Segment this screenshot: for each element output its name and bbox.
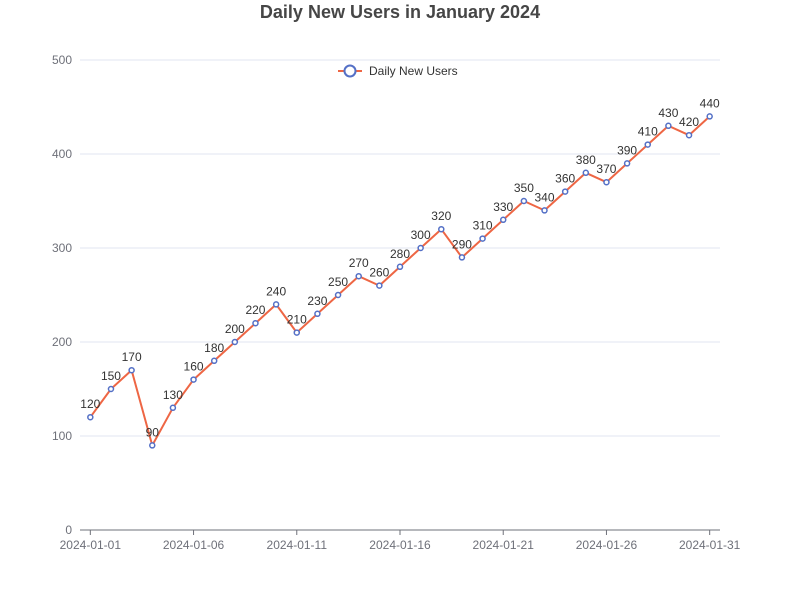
data-point[interactable] — [376, 282, 383, 289]
data-point[interactable] — [582, 169, 590, 177]
data-point[interactable] — [644, 141, 651, 148]
data-point[interactable] — [438, 225, 445, 233]
data-point[interactable] — [479, 235, 486, 242]
data-label: 120 — [80, 397, 100, 411]
data-point[interactable] — [293, 329, 301, 336]
legend[interactable]: Daily New Users — [338, 64, 458, 78]
legend-label[interactable]: Daily New Users — [369, 64, 458, 78]
data-label: 390 — [617, 143, 637, 157]
data-point[interactable] — [665, 122, 672, 130]
data-label: 200 — [225, 322, 245, 336]
data-point[interactable] — [314, 310, 321, 318]
x-tick-label: 2024-01-31 — [679, 538, 741, 552]
data-label: 260 — [369, 266, 389, 280]
data-label: 430 — [658, 106, 678, 120]
chart-title: Daily New Users in January 2024 — [259, 2, 541, 22]
data-point[interactable] — [603, 178, 610, 186]
series-line — [89, 115, 711, 447]
data-label: 150 — [101, 369, 121, 383]
data-point[interactable] — [520, 197, 528, 205]
data-point[interactable] — [561, 188, 569, 195]
data-point[interactable] — [499, 216, 507, 224]
data-label: 210 — [287, 313, 307, 327]
data-label: 350 — [514, 181, 534, 195]
x-tick-label: 2024-01-21 — [473, 538, 535, 552]
data-label: 130 — [163, 388, 183, 402]
data-label: 220 — [245, 303, 265, 317]
data-point[interactable] — [623, 160, 631, 167]
data-point[interactable] — [706, 113, 713, 120]
data-point[interactable] — [417, 244, 424, 252]
data-label: 380 — [576, 153, 596, 167]
y-tick-label: 300 — [52, 241, 72, 255]
y-tick-label: 0 — [65, 523, 72, 537]
x-tick-label: 2024-01-11 — [267, 538, 328, 552]
data-label: 280 — [390, 247, 410, 261]
x-tick-label: 2024-01-06 — [163, 538, 225, 552]
data-label: 370 — [596, 162, 616, 176]
data-label: 180 — [204, 341, 224, 355]
data-label: 250 — [328, 275, 348, 289]
data-point[interactable] — [272, 301, 280, 308]
data-point[interactable] — [87, 413, 94, 421]
data-point[interactable] — [458, 254, 466, 261]
x-tick-label: 2024-01-26 — [576, 538, 638, 552]
data-point[interactable] — [396, 263, 404, 271]
data-label: 440 — [700, 96, 720, 110]
data-label: 230 — [307, 294, 327, 308]
data-point[interactable] — [210, 357, 218, 365]
data-label: 270 — [349, 256, 369, 270]
data-point[interactable] — [128, 366, 135, 374]
data-label: 240 — [266, 284, 286, 298]
data-label: 410 — [638, 125, 658, 139]
data-point[interactable] — [355, 272, 362, 280]
data-label: 320 — [431, 209, 451, 223]
data-label: 170 — [122, 350, 142, 364]
x-tick-label: 2024-01-16 — [369, 538, 431, 552]
data-point[interactable] — [334, 291, 342, 299]
data-label: 360 — [555, 172, 575, 186]
data-point[interactable] — [107, 385, 115, 393]
data-point[interactable] — [169, 404, 177, 412]
grid-lines — [80, 59, 720, 437]
data-label: 420 — [679, 115, 699, 129]
data-label: 310 — [473, 219, 493, 233]
data-label: 160 — [184, 360, 204, 374]
y-tick-label: 200 — [52, 335, 72, 349]
y-tick-label: 400 — [52, 147, 72, 161]
x-tick-label: 2024-01-01 — [60, 538, 122, 552]
data-label: 300 — [411, 228, 431, 242]
data-point[interactable] — [231, 338, 239, 346]
y-tick-label: 100 — [52, 429, 72, 443]
data-point[interactable] — [149, 442, 156, 449]
data-point[interactable] — [190, 376, 197, 383]
legend-marker-icon — [343, 64, 357, 78]
data-label: 340 — [535, 190, 555, 204]
axes: 0 100 200 300 400 500 2024-01-01 2024-01-06 2024… — [52, 53, 741, 552]
y-tick-label: 500 — [52, 53, 72, 67]
data-label: 330 — [493, 200, 513, 214]
data-point[interactable] — [685, 131, 693, 139]
data-label: 90 — [146, 425, 160, 439]
data-label: 290 — [452, 237, 472, 251]
data-point[interactable] — [541, 207, 548, 214]
data-point[interactable] — [252, 319, 259, 327]
